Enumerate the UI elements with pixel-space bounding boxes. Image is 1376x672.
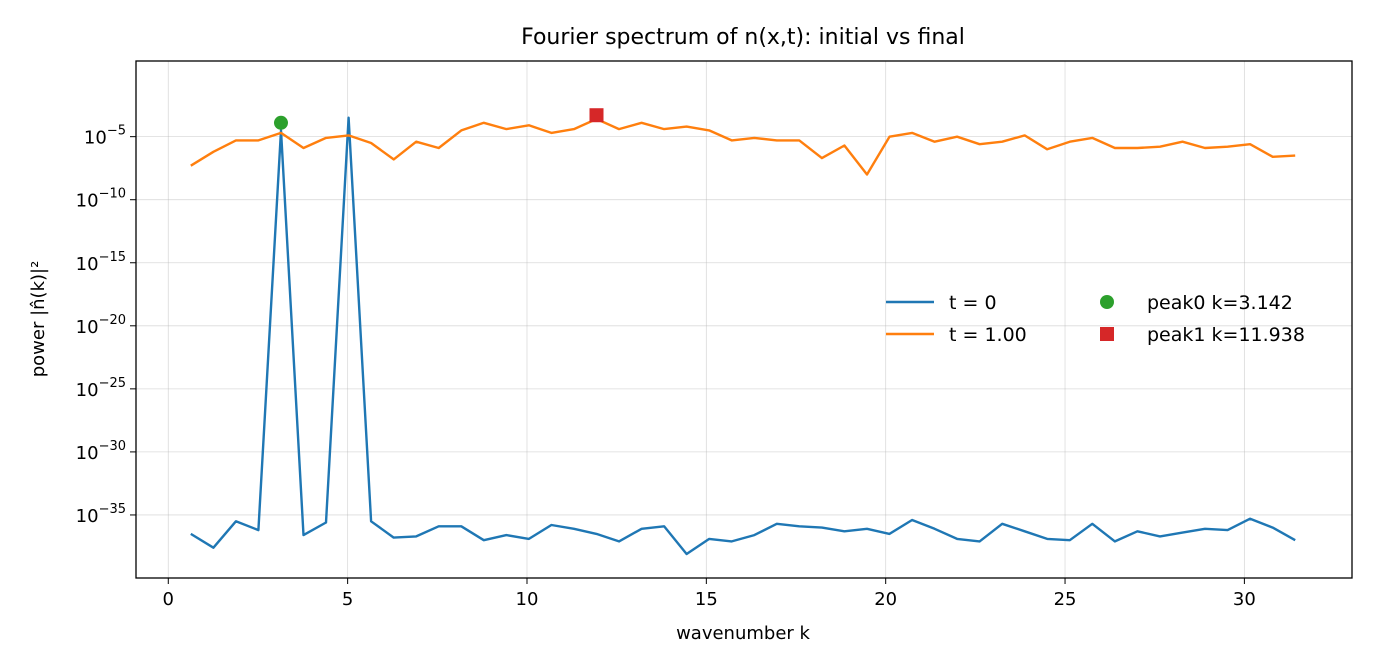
legend-marker-0 bbox=[1100, 295, 1114, 309]
series-line-1 bbox=[190, 117, 1296, 176]
y-tick-label: 10−25 bbox=[76, 376, 126, 401]
x-axis-label: wavenumber k bbox=[676, 623, 810, 644]
legend-marker-label-1: peak1 k=11.938 bbox=[1147, 324, 1305, 346]
peak-marker-0 bbox=[273, 115, 288, 130]
series-layer bbox=[190, 116, 1296, 556]
y-tick-label: 10−15 bbox=[76, 250, 126, 275]
x-tick-label: 25 bbox=[1054, 589, 1077, 610]
y-tick-label: 10−20 bbox=[76, 313, 126, 338]
legend-label-0: t = 0 bbox=[949, 292, 997, 314]
x-tick-label: 30 bbox=[1233, 589, 1256, 610]
y-tick-label: 10−30 bbox=[76, 439, 126, 464]
marker-layer bbox=[273, 108, 604, 130]
x-tick-label: 20 bbox=[874, 589, 897, 610]
y-axis-label: power |n̂(k)|² bbox=[28, 261, 49, 378]
legend-label-1: t = 1.00 bbox=[949, 324, 1027, 346]
x-tick-label: 5 bbox=[342, 589, 353, 610]
legend-marker-1 bbox=[1100, 327, 1114, 341]
x-tick-label: 0 bbox=[163, 589, 174, 610]
x-axis-ticks: 0 5 10 15 20 25 30 bbox=[163, 578, 1256, 610]
y-tick-label: 10−5 bbox=[84, 124, 126, 149]
y-axis-ticks: 10−5 10−10 10−15 10−20 10−25 10−30 10−35 bbox=[76, 124, 136, 527]
legend-marker-label-0: peak0 k=3.142 bbox=[1147, 292, 1293, 314]
x-tick-label: 10 bbox=[516, 589, 539, 610]
grid-lines bbox=[136, 61, 1352, 578]
y-tick-label: 10−10 bbox=[76, 187, 126, 212]
chart-title: Fourier spectrum of n(x,t): initial vs f… bbox=[521, 25, 965, 50]
y-tick-label: 10−35 bbox=[76, 502, 126, 527]
series-line-0 bbox=[190, 116, 1296, 556]
peak-marker-1 bbox=[589, 108, 604, 123]
x-tick-label: 15 bbox=[695, 589, 718, 610]
plot-frame bbox=[135, 60, 1353, 579]
legend: t = 0 t = 1.00 peak0 k=3.142 peak1 k=11.938 bbox=[886, 292, 1305, 346]
